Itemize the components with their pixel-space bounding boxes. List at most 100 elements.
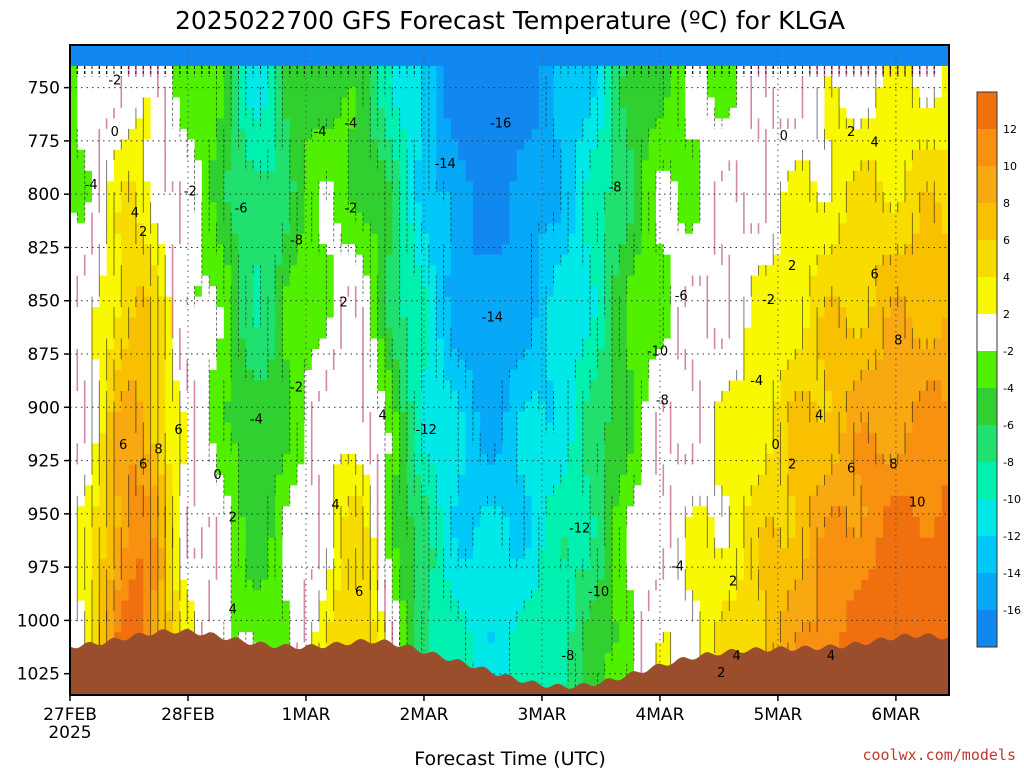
temperature-cell — [282, 548, 291, 560]
temperature-cell — [421, 97, 430, 109]
temperature-cell — [333, 632, 342, 644]
temperature-cell — [626, 474, 635, 486]
temperature-cell — [341, 632, 349, 644]
temperature-cell — [311, 632, 320, 644]
temperature-cell — [626, 537, 635, 549]
temperature-cell — [414, 254, 423, 266]
temperature-cell — [341, 86, 349, 99]
temperature-cell — [414, 632, 423, 644]
temperature-cell — [538, 401, 547, 413]
temperature-cell — [604, 422, 613, 434]
temperature-cell — [150, 76, 159, 88]
temperature-cell — [231, 107, 240, 119]
temperature-cell — [319, 328, 327, 340]
temperature-cell — [99, 160, 108, 172]
temperature-cell — [194, 349, 203, 361]
temperature-cell — [421, 349, 430, 361]
temperature-cell — [267, 317, 276, 329]
temperature-cell — [77, 432, 86, 444]
temperature-cell — [458, 317, 467, 329]
temperature-cell — [458, 464, 467, 476]
temperature-cell — [267, 411, 276, 424]
temperature-cell — [253, 233, 262, 245]
temperature-cell — [604, 401, 613, 413]
temperature-cell — [187, 128, 196, 140]
temperature-cell — [582, 191, 591, 203]
temperature-cell — [524, 107, 533, 119]
temperature-cell — [84, 97, 93, 109]
temperature-cell — [106, 516, 115, 528]
temperature-cell — [546, 181, 555, 193]
temperature-cell — [509, 45, 518, 57]
temperature-cell — [509, 296, 518, 308]
temperature-cell — [524, 212, 533, 224]
temperature-cell — [216, 107, 225, 119]
temperature-cell — [157, 390, 166, 403]
temperature-cell — [480, 537, 489, 549]
temperature-cell — [209, 233, 218, 245]
temperature-cell — [597, 128, 606, 140]
temperature-cell — [480, 107, 489, 119]
temperature-cell — [399, 537, 408, 549]
temperature-cell — [304, 401, 313, 413]
temperature-cell — [326, 118, 335, 130]
temperature-cell — [238, 328, 247, 340]
temperature-cell — [531, 380, 540, 392]
temperature-cell — [172, 244, 181, 256]
temperature-cell — [150, 600, 159, 612]
temperature-cell — [260, 45, 269, 57]
temperature-cell — [582, 432, 591, 444]
temperature-cell — [150, 443, 159, 455]
temperature-cell — [128, 181, 137, 193]
temperature-cell — [135, 338, 144, 350]
temperature-cell — [634, 548, 642, 560]
temperature-cell — [399, 307, 408, 319]
temperature-cell — [238, 349, 247, 361]
temperature-cell — [421, 359, 430, 371]
temperature-cell — [113, 65, 122, 78]
temperature-cell — [77, 600, 86, 612]
temperature-cell — [421, 621, 430, 633]
temperature-cell — [297, 569, 305, 581]
temperature-cell — [157, 558, 166, 570]
temperature-cell — [267, 548, 276, 560]
temperature-cell — [582, 453, 591, 465]
temperature-cell — [436, 45, 445, 57]
temperature-cell — [289, 558, 298, 570]
temperature-cell — [626, 307, 635, 319]
temperature-cell — [194, 160, 203, 172]
temperature-cell — [619, 370, 628, 382]
temperature-cell — [531, 244, 540, 256]
temperature-cell — [304, 359, 313, 371]
temperature-cell — [472, 107, 481, 119]
temperature-cell — [450, 621, 459, 633]
temperature-cell — [619, 642, 628, 654]
temperature-cell — [231, 422, 240, 434]
temperature-cell — [304, 244, 313, 256]
temperature-cell — [113, 349, 122, 361]
temperature-cell — [297, 453, 305, 465]
temperature-cell — [84, 590, 93, 602]
temperature-cell — [619, 160, 628, 172]
temperature-cell — [384, 181, 393, 193]
temperature-cell — [641, 76, 650, 88]
temperature-cell — [472, 590, 481, 602]
temperature-cell — [414, 349, 423, 361]
temperature-cell — [150, 286, 159, 298]
temperature-cell — [260, 401, 269, 413]
temperature-cell — [245, 191, 254, 203]
temperature-cell — [70, 244, 78, 256]
temperature-cell — [502, 411, 511, 424]
temperature-cell — [187, 265, 196, 277]
temperature-cell — [428, 349, 437, 361]
temperature-cell — [560, 202, 569, 214]
temperature-cell — [406, 139, 415, 151]
temperature-cell — [619, 506, 628, 518]
temperature-cell — [223, 370, 232, 382]
temperature-cell — [275, 590, 284, 602]
temperature-cell — [472, 485, 481, 497]
temperature-cell — [604, 160, 613, 172]
temperature-cell — [487, 359, 496, 371]
temperature-cell — [77, 558, 86, 570]
temperature-cell — [135, 181, 144, 193]
